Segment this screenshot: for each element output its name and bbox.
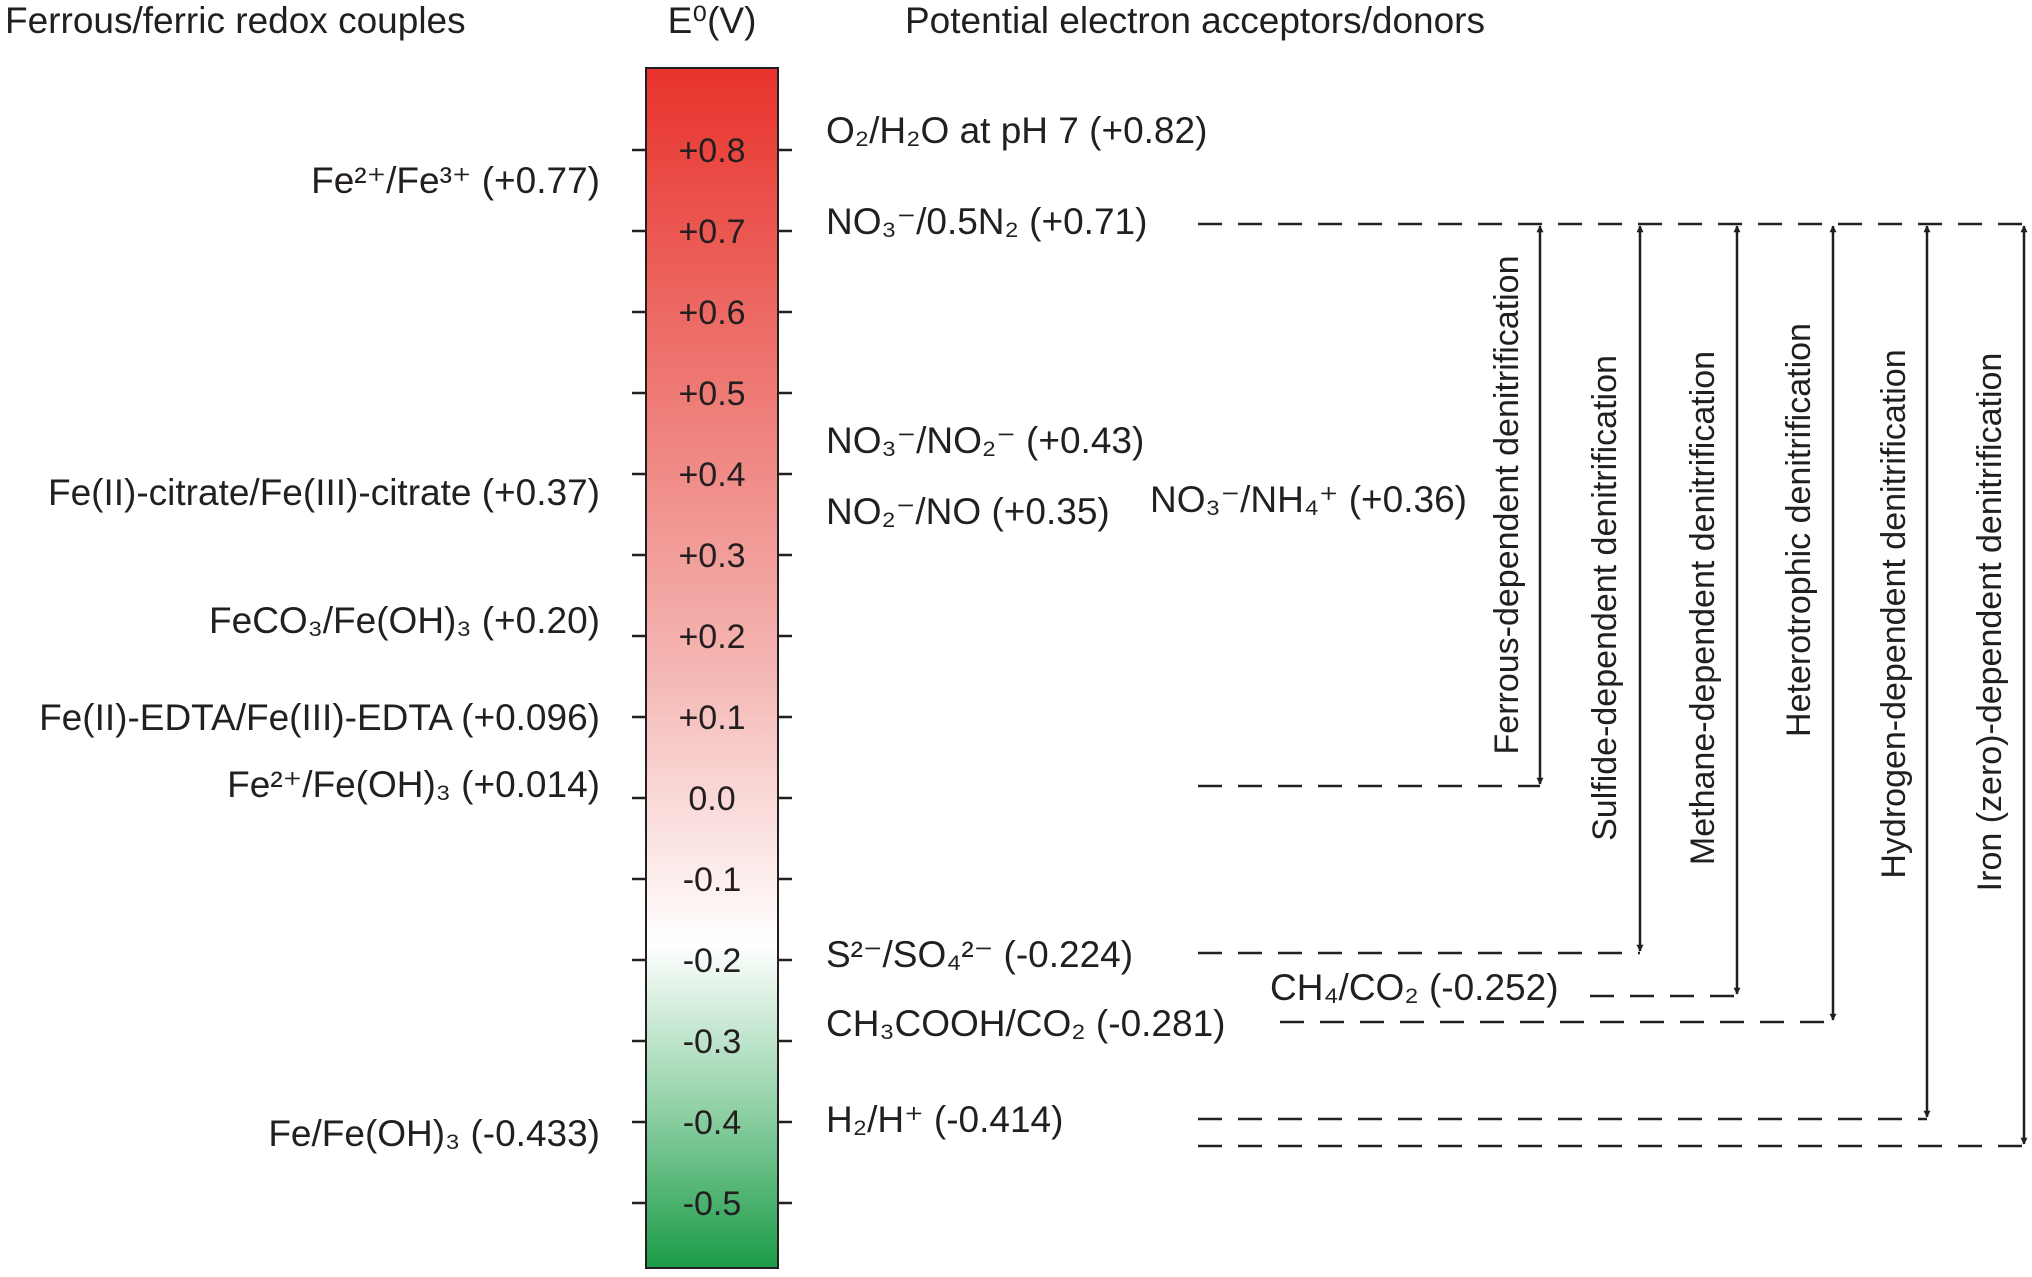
tick-label: 0.0 — [688, 780, 735, 818]
tick-label: -0.1 — [683, 861, 742, 899]
donor-label: H₂/H⁺ (-0.414) — [826, 1099, 1063, 1140]
acceptors-donors-list: O₂/H₂O at pH 7 (+0.82) NO₃⁻/0.5N₂ (+0.71… — [826, 110, 1559, 1140]
process-label-methane: Methane-dependent denitrification — [1684, 351, 1722, 865]
tick-label: +0.7 — [678, 213, 745, 251]
process-label-hydrogen: Hydrogen-dependent denitrification — [1875, 349, 1913, 878]
tick-label: +0.4 — [678, 456, 745, 494]
ferrous-couple-label: Fe/Fe(OH)₃ (-0.433) — [268, 1113, 600, 1154]
header-potential: E⁰(V) — [668, 0, 757, 41]
process-labels: Ferrous-dependent denitrification Sulfid… — [1488, 256, 2009, 892]
process-label-sulfide: Sulfide-dependent denitrification — [1586, 355, 1624, 841]
tick-label: +0.2 — [678, 618, 745, 656]
tick-label: +0.1 — [678, 699, 745, 737]
ferrous-couple-label: Fe(II)-EDTA/Fe(III)-EDTA (+0.096) — [39, 697, 600, 738]
ferrous-couples-list: Fe²⁺/Fe³⁺ (+0.77) Fe(II)-citrate/Fe(III)… — [39, 160, 600, 1154]
donor-label: CH₃COOH/CO₂ (-0.281) — [826, 1003, 1225, 1044]
tick-label: -0.5 — [683, 1185, 742, 1223]
ferrous-couple-label: Fe²⁺/Fe(OH)₃ (+0.014) — [227, 764, 600, 805]
tick-label: -0.2 — [683, 942, 742, 980]
acceptor-label: NO₃⁻/0.5N₂ (+0.71) — [826, 201, 1147, 242]
header-ferrous-couples: Ferrous/ferric redox couples — [5, 0, 466, 41]
tick-label: +0.8 — [678, 132, 745, 170]
tick-label: -0.3 — [683, 1023, 742, 1061]
acceptor-label: NO₃⁻/NO₂⁻ (+0.43) — [826, 420, 1144, 461]
process-label-iron-zero: Iron (zero)-dependent denitrification — [1971, 353, 2009, 892]
tick-label: -0.4 — [683, 1104, 742, 1142]
header-acceptors-donors: Potential electron acceptors/donors — [905, 0, 1485, 41]
ferrous-couple-label: Fe(II)-citrate/Fe(III)-citrate (+0.37) — [48, 472, 600, 513]
donor-label: CH₄/CO₂ (-0.252) — [1270, 967, 1559, 1008]
tick-label: +0.6 — [678, 294, 745, 332]
acceptor-label: NO₂⁻/NO (+0.35) — [826, 491, 1110, 532]
potential-color-bar — [645, 67, 779, 1269]
dashed-reference-lines — [1198, 222, 2028, 1148]
ferrous-couple-label: Fe²⁺/Fe³⁺ (+0.77) — [311, 160, 600, 201]
tick-label: +0.3 — [678, 537, 745, 575]
process-arrows — [1536, 225, 2028, 1145]
scale-ticks: +0.8 +0.7 +0.6 +0.5 +0.4 +0.3 +0.2 +0.1 0.0 -0.1 -… — [632, 132, 792, 1223]
tick-label: +0.5 — [678, 375, 745, 413]
acceptor-label: O₂/H₂O at pH 7 (+0.82) — [826, 110, 1207, 151]
process-label-ferrous: Ferrous-dependent denitrification — [1488, 256, 1526, 755]
ferrous-couple-label: FeCO₃/Fe(OH)₃ (+0.20) — [209, 600, 600, 641]
acceptor-label: NO₃⁻/NH₄⁺ (+0.36) — [1150, 479, 1467, 520]
process-label-heterotrophic: Heterotrophic denitrification — [1780, 323, 1818, 737]
donor-label: S²⁻/SO₄²⁻ (-0.224) — [826, 934, 1133, 975]
